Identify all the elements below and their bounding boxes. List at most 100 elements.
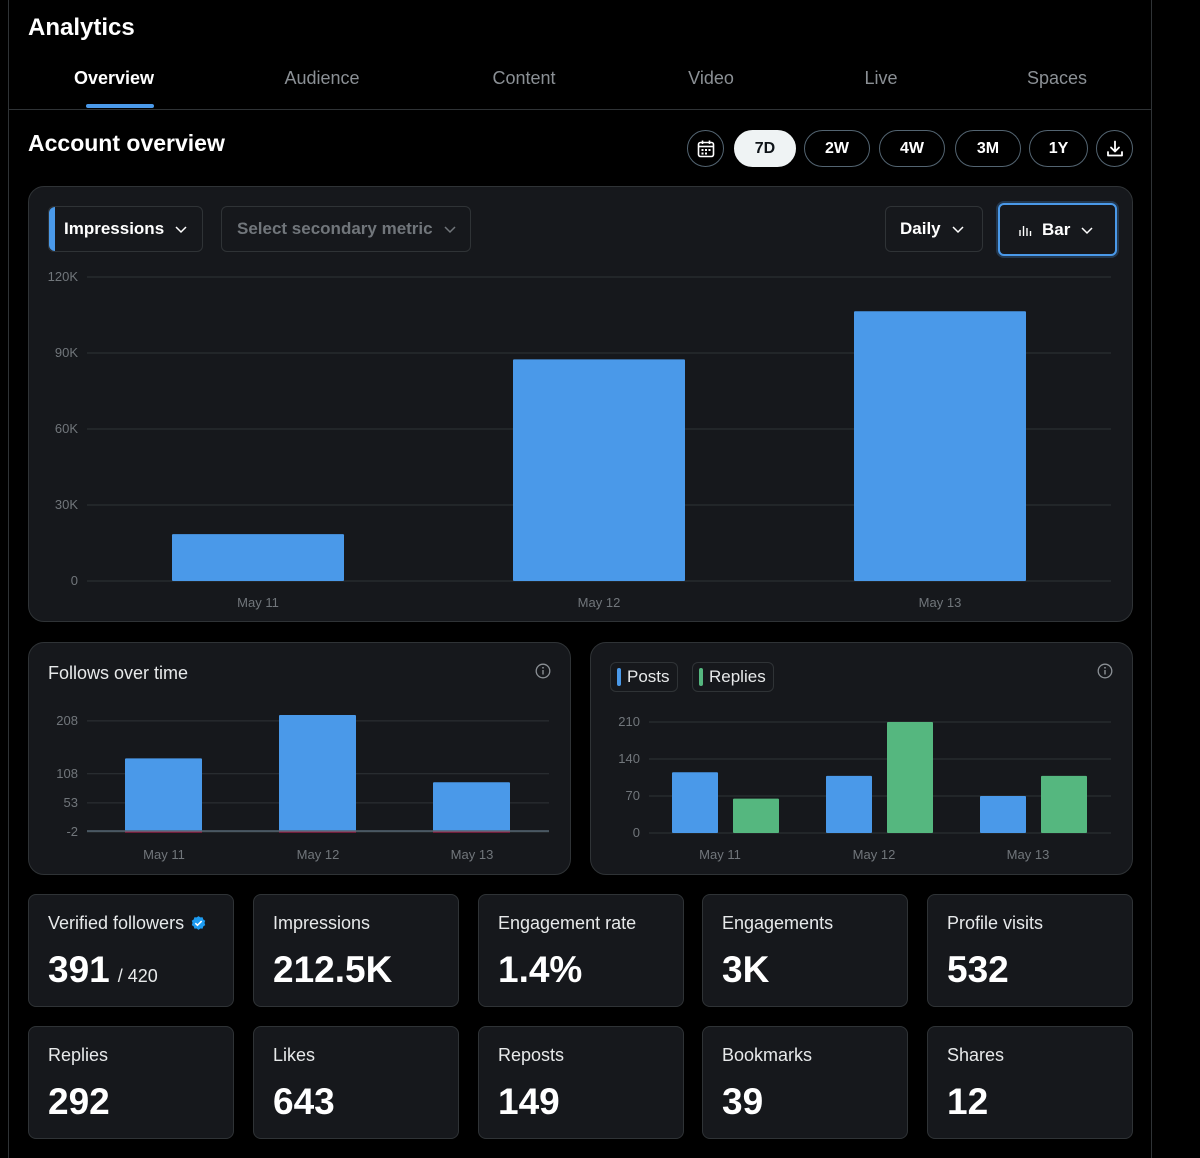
stat-value: 1.4% — [498, 949, 583, 990]
y-tick-label: 90K — [55, 345, 78, 360]
bar — [854, 311, 1026, 581]
y-tick-label: 140 — [618, 751, 640, 766]
legend-posts[interactable]: Posts — [610, 662, 678, 692]
stat-label: Impressions — [273, 913, 371, 933]
legend-label: Posts — [627, 667, 670, 686]
info-icon[interactable] — [535, 663, 551, 679]
tab-video[interactable]: Video — [688, 68, 734, 88]
bar — [887, 722, 933, 833]
stat-label: Engagements — [722, 913, 834, 933]
stat-card-profile-visits[interactable]: Profile visits 532 — [927, 894, 1133, 1007]
stat-card-replies[interactable]: Replies 292 — [28, 1026, 234, 1139]
metric-color-indicator — [49, 207, 55, 251]
y-tick-label: 120K — [48, 269, 79, 284]
stat-card-verified-followers[interactable]: Verified followers 391 / 420 — [28, 894, 234, 1007]
bar — [513, 359, 685, 581]
legend-label: Replies — [709, 667, 766, 686]
posts-replies-card: Posts Replies 210 140 70 0 May 11 May 12 May 1… — [590, 642, 1133, 875]
calendar-button[interactable] — [687, 130, 724, 167]
bar — [279, 830, 356, 833]
stat-value: 643 — [273, 1081, 335, 1122]
secondary-metric-placeholder: Select secondary metric — [237, 219, 433, 238]
tab-audience[interactable]: Audience — [284, 68, 360, 88]
page-title: Analytics — [28, 14, 135, 41]
stat-value: 39 — [722, 1081, 764, 1122]
stat-card-engagements[interactable]: Engagements 3K — [702, 894, 908, 1007]
tab-spaces[interactable]: Spaces — [1026, 68, 1088, 88]
stat-value: 212.5K — [273, 949, 393, 990]
section-title: Account overview — [28, 130, 225, 156]
stat-label: Reposts — [498, 1045, 565, 1065]
tab-overview[interactable]: Overview — [73, 68, 155, 88]
range-3m-button[interactable]: 3M — [955, 130, 1021, 167]
impressions-bar-chart: 120K 90K 60K 30K 0 May 11 May 12 May 13 — [48, 269, 1111, 610]
legend-replies[interactable]: Replies — [692, 662, 774, 692]
legend-swatch — [617, 668, 621, 686]
tab-live[interactable]: Live — [864, 68, 898, 88]
bar — [172, 534, 344, 581]
active-tab-indicator — [86, 104, 154, 108]
secondary-metric-dropdown[interactable]: Select secondary metric — [221, 206, 471, 252]
download-icon — [1106, 140, 1123, 156]
x-tick-label: May 13 — [919, 595, 962, 610]
granularity-label: Daily — [900, 219, 941, 238]
main-chart-card: Impressions Select secondary metric Dail… — [28, 186, 1133, 622]
stat-label: Likes — [273, 1045, 316, 1065]
range-1y-button[interactable]: 1Y — [1029, 130, 1088, 167]
y-tick-label: 0 — [633, 825, 640, 840]
download-button[interactable] — [1096, 130, 1133, 167]
stat-card-shares[interactable]: Shares 12 — [927, 1026, 1133, 1139]
x-tick-label: May 13 — [1007, 847, 1050, 862]
x-tick-label: May 11 — [143, 847, 185, 862]
granularity-dropdown[interactable]: Daily — [885, 206, 983, 252]
x-tick-label: May 12 — [297, 847, 340, 862]
primary-metric-dropdown[interactable]: Impressions — [48, 206, 203, 252]
y-tick-label: 210 — [618, 714, 640, 729]
range-4w-button[interactable]: 4W — [879, 130, 945, 167]
analytics-page: Analytics Overview Audience Content Vide… — [8, 0, 1152, 1158]
y-tick-label: 53 — [64, 795, 78, 810]
bar — [980, 796, 1026, 833]
follows-card-title: Follows over time — [48, 663, 189, 683]
stat-label: Replies — [48, 1045, 109, 1065]
stat-label: Profile visits — [947, 913, 1044, 933]
range-7d-button[interactable]: 7D — [734, 130, 796, 167]
y-tick-label: 30K — [55, 497, 78, 512]
chevron-down-icon — [951, 222, 965, 236]
stat-card-likes[interactable]: Likes 643 — [253, 1026, 459, 1139]
bar — [125, 758, 202, 831]
y-tick-label: 70 — [626, 788, 640, 803]
calendar-icon — [697, 140, 714, 157]
stat-card-engagement-rate[interactable]: Engagement rate 1.4% — [478, 894, 684, 1007]
chevron-down-icon — [443, 222, 457, 236]
tab-bar: Overview Audience Content Video Live Spa… — [9, 60, 1152, 110]
stat-value: 532 — [947, 949, 1009, 990]
stat-value: 3K — [722, 949, 770, 990]
x-tick-label: May 12 — [853, 847, 896, 862]
tab-content[interactable]: Content — [492, 68, 556, 88]
stat-value: 149 — [498, 1081, 560, 1122]
y-tick-label: 208 — [56, 713, 78, 728]
stat-value: 391 — [48, 949, 110, 990]
stat-value-row: 391 / 420 — [48, 949, 158, 991]
info-icon[interactable] — [1097, 663, 1113, 679]
stat-label: Verified followers — [48, 913, 185, 933]
bar — [279, 715, 356, 831]
legend-swatch — [699, 668, 703, 686]
bar — [433, 782, 510, 831]
y-tick-label: 0 — [71, 573, 78, 588]
stat-subvalue: / 420 — [117, 966, 158, 986]
chevron-down-icon — [174, 222, 188, 236]
stat-value: 292 — [48, 1081, 110, 1122]
follows-card: Follows over time 208 108 53 -2 May 11 May 12… — [28, 642, 571, 875]
chart-type-dropdown[interactable]: Bar — [998, 203, 1117, 256]
range-2w-button[interactable]: 2W — [804, 130, 870, 167]
bar — [733, 798, 779, 833]
stat-card-impressions[interactable]: Impressions 212.5K — [253, 894, 459, 1007]
stat-card-bookmarks[interactable]: Bookmarks 39 — [702, 1026, 908, 1139]
bar — [433, 830, 510, 833]
primary-metric-label: Impressions — [64, 219, 165, 238]
stat-card-reposts[interactable]: Reposts 149 — [478, 1026, 684, 1139]
bar — [826, 775, 872, 833]
verified-badge-icon — [190, 915, 207, 932]
